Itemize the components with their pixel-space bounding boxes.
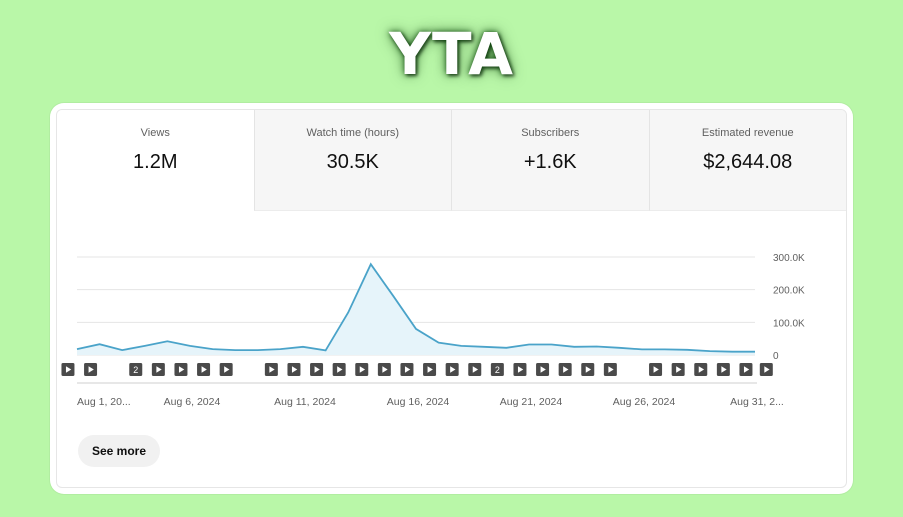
video-marker-play-icon[interactable]: [716, 363, 730, 376]
y-tick-label: 0: [773, 351, 779, 362]
play-icon: [382, 366, 388, 373]
chart-y-axis: 300.0K 200.0K 100.0K 0: [773, 253, 805, 362]
marker-box: [129, 363, 143, 376]
x-tick-label: Aug 16, 2024: [387, 396, 450, 408]
play-icon: [721, 366, 727, 373]
brand-title: YTA: [389, 20, 514, 88]
play-icon: [65, 366, 72, 373]
tab-label: Views: [140, 127, 170, 139]
tab-label: Watch time (hours): [306, 127, 399, 139]
play-icon: [156, 366, 162, 373]
video-marker-play-icon[interactable]: [84, 363, 98, 376]
play-icon: [743, 366, 750, 373]
play-icon: [540, 366, 546, 373]
video-marker-play-icon[interactable]: [219, 363, 233, 376]
video-marker-play-icon[interactable]: [445, 363, 459, 376]
video-marker-play-icon[interactable]: [536, 363, 550, 376]
play-icon: [314, 366, 320, 373]
video-marker-play-icon[interactable]: [332, 363, 346, 376]
video-marker-count-badge[interactable]: 2: [129, 363, 143, 376]
marker-count: 2: [495, 365, 500, 375]
play-icon: [269, 366, 275, 373]
tab-value: 1.2M: [133, 151, 178, 173]
marker-box: [490, 363, 504, 376]
play-icon: [608, 366, 614, 373]
marker-count: 2: [133, 365, 138, 375]
views-area-fill: [77, 264, 755, 355]
tab-value: +1.6K: [523, 151, 577, 173]
video-marker-play-icon[interactable]: [151, 363, 165, 376]
x-tick-label: Aug 31, 2...: [730, 396, 784, 408]
video-marker-play-icon[interactable]: [739, 363, 753, 376]
video-marker-play-icon[interactable]: [649, 363, 663, 376]
analytics-card: Views 1.2M Watch time (hours) 30.5K Subs…: [50, 103, 853, 494]
video-marker-play-icon[interactable]: [400, 363, 414, 376]
video-marker-play-icon[interactable]: [558, 363, 572, 376]
play-icon: [563, 366, 569, 373]
tab-watch-time[interactable]: Watch time (hours) 30.5K: [253, 110, 451, 211]
x-tick-label: Aug 26, 2024: [613, 396, 676, 408]
video-marker-count-badge[interactable]: 2: [490, 363, 504, 376]
video-marker-play-icon[interactable]: [603, 363, 617, 376]
tab-value: $2,644.08: [703, 151, 793, 173]
chart-x-axis: Aug 1, 20... Aug 6, 2024 Aug 11, 2024 Aug 1…: [77, 396, 784, 408]
play-icon: [404, 366, 411, 373]
play-icon: [472, 366, 479, 373]
tab-value: 30.5K: [326, 151, 379, 173]
video-marker-play-icon[interactable]: [197, 363, 211, 376]
video-marker-play-icon[interactable]: [61, 363, 75, 376]
play-icon: [224, 366, 230, 373]
play-icon: [178, 366, 185, 373]
play-icon: [450, 366, 456, 373]
video-marker-play-icon[interactable]: [513, 363, 527, 376]
see-more-button[interactable]: See more: [78, 435, 160, 467]
video-marker-play-icon[interactable]: [355, 363, 369, 376]
tab-views[interactable]: Views 1.2M: [57, 110, 254, 211]
tab-subscribers[interactable]: Subscribers +1.6K: [451, 110, 649, 211]
play-icon: [337, 366, 343, 373]
tab-label: Subscribers: [521, 127, 580, 139]
tab-label: Estimated revenue: [701, 127, 794, 139]
play-icon: [676, 366, 682, 373]
y-tick-label: 100.0K: [773, 318, 805, 329]
metric-tabs: Views 1.2M Watch time (hours) 30.5K Subs…: [57, 110, 846, 211]
play-icon: [201, 366, 207, 373]
video-marker-play-icon[interactable]: [671, 363, 685, 376]
tab-estimated-revenue[interactable]: Estimated revenue $2,644.08: [648, 110, 846, 211]
play-icon: [359, 366, 366, 373]
play-icon: [291, 366, 298, 373]
y-tick-label: 200.0K: [773, 286, 805, 297]
video-marker-play-icon[interactable]: [377, 363, 391, 376]
video-marker-play-icon[interactable]: [287, 363, 301, 376]
video-marker-play-icon[interactable]: [581, 363, 595, 376]
y-tick-label: 300.0K: [773, 253, 805, 264]
play-icon: [764, 366, 770, 373]
video-marker-play-icon[interactable]: [759, 363, 773, 376]
views-series-line: [76, 262, 755, 353]
play-icon: [517, 366, 524, 373]
video-marker-play-icon[interactable]: [310, 363, 324, 376]
play-icon: [698, 366, 705, 373]
play-icon: [427, 366, 433, 373]
analytics-panel: Views 1.2M Watch time (hours) 30.5K Subs…: [56, 109, 847, 488]
x-tick-label: Aug 21, 2024: [500, 396, 563, 408]
play-icon: [585, 366, 592, 373]
video-marker-play-icon[interactable]: [264, 363, 278, 376]
x-tick-label: Aug 6, 2024: [164, 396, 221, 408]
video-marker-play-icon[interactable]: [468, 363, 482, 376]
play-icon: [653, 366, 659, 373]
video-marker-play-icon[interactable]: [174, 363, 188, 376]
x-tick-label: Aug 1, 20...: [77, 396, 131, 408]
video-marker-play-icon[interactable]: [694, 363, 708, 376]
video-marker-play-icon[interactable]: [423, 363, 437, 376]
play-icon: [88, 366, 94, 373]
x-tick-label: Aug 11, 2024: [274, 396, 336, 408]
